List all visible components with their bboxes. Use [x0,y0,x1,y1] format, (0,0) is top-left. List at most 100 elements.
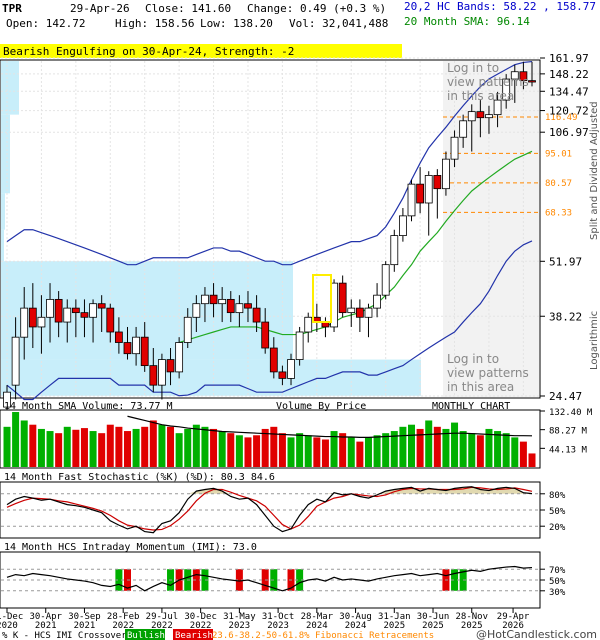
sma-line [178,150,533,344]
vbp-bar [1,359,421,396]
candle-body [46,298,54,318]
x-tick-year: 2022 [190,621,212,631]
candle-body [183,316,192,343]
volume-bar [80,428,88,467]
volume-bar [123,431,131,467]
imi-crossover-bar [192,569,200,591]
x-tick-year: 2023 [267,621,289,631]
volume-bar [442,428,450,467]
volume-bar [425,420,433,467]
candle-body [355,307,364,318]
candle-body [278,371,287,379]
sma-label: 20 Month SMA: 96.14 [404,15,530,28]
candle-body [166,359,175,373]
candle-body [459,120,468,138]
candle-body [28,307,37,328]
upper-band-line [6,60,533,266]
imi-crossover-bar [201,569,209,591]
candle-body [3,391,11,408]
candle-body [201,294,209,305]
volume-bar [141,426,149,467]
pattern-banner: Bearish Engulfing on 30-Apr-24, Strength… [3,45,294,58]
volume-bar [519,441,527,467]
fib-label: 68.33 [545,208,572,218]
candle-body [373,294,381,309]
volume-bar [287,437,295,467]
monthly-chart-label: MONTHLY CHART [432,401,510,412]
candle-body [106,307,115,333]
volume-tick-label: 88.27 M [549,427,588,437]
candle-body [493,99,502,116]
fib-label: 80.57 [545,179,572,189]
volume-bar [511,437,519,467]
stochastic-axis: 80% 50% 20% [540,491,566,533]
x-tick-year: 2022 [151,621,173,631]
volume-bar [149,420,157,467]
x-tick-label: 30-Aug [339,612,372,622]
volume-bar [313,437,321,467]
x-tick-year: 2026 [502,621,524,631]
candle-body [97,303,106,309]
volume-bar [433,426,441,467]
price-tick-label: 134.47 [549,85,589,98]
osc-tick-label: 50% [549,577,566,587]
candle-body [235,303,244,314]
price-tick-label: 38.22 [549,310,582,323]
volume-axis: 132.40 M 88.27 M 44.13 M [540,408,593,455]
candle-body [502,78,511,101]
volume-bar [485,428,493,467]
candle-body [244,303,252,309]
volume-bar [63,426,71,467]
imi-line [6,565,533,592]
price-tick-label: 120.72 [549,105,589,118]
imi-crossover-bar [115,569,123,591]
price-tick-label: 161.97 [549,52,589,65]
x-tick-year: 2023 [229,621,251,631]
engulfing-highlight [312,274,332,323]
osc-tick-label: 50% [549,507,566,517]
x-tick-label: 28-Nov [455,612,488,622]
volume-bar [201,426,209,467]
imi-crossover-bar [296,569,304,591]
candle-body [132,336,140,355]
volume-bar [373,435,381,467]
candle-body [175,342,184,373]
fibonacci-label: 23.6-38.2-50-61.8% Fibonacci Retracement… [212,631,434,640]
osc-tick-label: 30% [549,588,566,598]
price-tick-label: 148.22 [549,68,589,81]
volume-bar [296,433,304,467]
candle-body [80,312,89,318]
x-tick-label: 31-Jan [378,612,411,622]
volume-bar [382,433,390,467]
imi-axis: 70%50%30% [540,566,566,598]
volume-bar [3,426,11,467]
price-tick-label: 51.97 [549,255,582,268]
x-tick-label: 30-Sep [68,612,101,622]
x-tick-label: 29-Jul [146,612,179,622]
vbp-bar [1,229,4,262]
x-tick-label: 31-Oct [262,612,295,622]
vbp-bar [1,193,5,230]
candle-body [407,183,416,217]
volume-by-price-label: Volume By Price [276,401,366,412]
candle-body [295,331,304,360]
candle-body [304,316,313,333]
imi-panel [0,551,541,609]
candle-body [347,307,356,314]
date-label: 29-Apr-26 [70,2,130,15]
candle-body [123,342,132,355]
price-axis: 161.97 148.22 134.47 120.72 106.97 51.97 38.22… [540,52,589,403]
imi-title: 14 Month HCS Intraday Momentum (IMI): 73… [4,542,257,553]
candle-body [226,298,235,314]
watermark-top-line2: view patterns [447,75,529,89]
imi-lines [1,565,539,592]
volume-bar [261,428,269,467]
x-tick-year: 2021 [35,621,57,631]
watermark-top-line3: in this area [447,89,514,103]
volume-bar [192,424,200,467]
crossover-label: % K - HCS IMI Crossover: [2,631,132,640]
price-tick-label: 24.47 [549,390,582,403]
x-tick-year: 2025 [461,621,483,631]
imi-crossover-bar [451,569,459,591]
